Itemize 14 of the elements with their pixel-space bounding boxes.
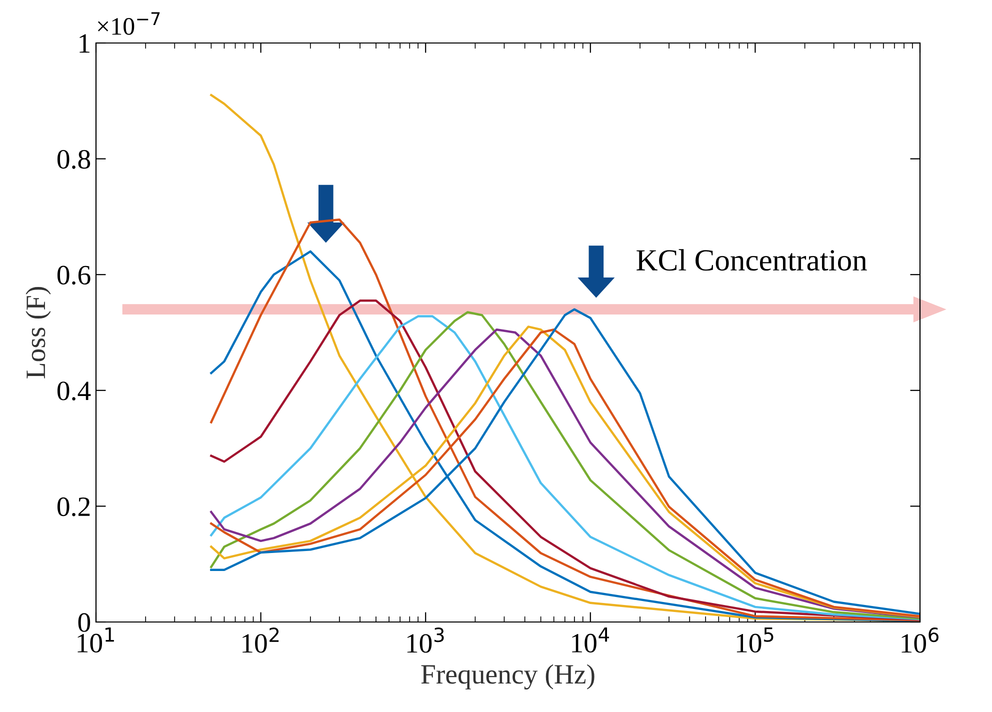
x-axis-title: Frequency (Hz) — [421, 664, 594, 690]
annotation: KCl Concentration — [636, 249, 867, 271]
y-tick-label: 0.2 — [57, 497, 90, 516]
x-tick-label: 10$^{2}$ — [242, 627, 279, 653]
y-axis-title: Loss (F) — [26, 287, 51, 378]
y-tick-label: 0.4 — [57, 382, 91, 400]
x-tick-label: 10$^{6}$ — [902, 627, 938, 653]
y-tick-label: 1 — [80, 34, 90, 53]
x-tick-label: 10$^{5}$ — [736, 627, 774, 653]
x-tick-label: 10$^{4}$ — [572, 627, 610, 653]
x-tick-label: 10$^{3}$ — [407, 627, 444, 653]
y-tick-label: 0.6 — [57, 266, 90, 285]
text: ×10$^{−7}$ — [98, 12, 160, 35]
y-tick-label: 0.8 — [57, 150, 90, 169]
